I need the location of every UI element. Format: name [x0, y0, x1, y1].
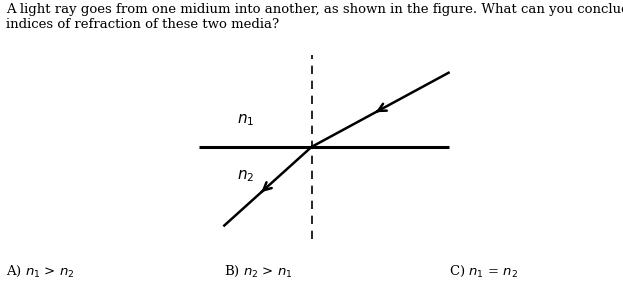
- Text: A) $n_1$ > $n_2$: A) $n_1$ > $n_2$: [6, 264, 75, 279]
- Text: $n_1$: $n_1$: [237, 112, 255, 127]
- Text: A light ray goes from one midium into another, as shown in the figure. What can : A light ray goes from one midium into an…: [6, 3, 623, 31]
- Text: C) $n_1$ = $n_2$: C) $n_1$ = $n_2$: [449, 264, 518, 279]
- Text: B) $n_2$ > $n_1$: B) $n_2$ > $n_1$: [224, 264, 293, 279]
- Text: $n_2$: $n_2$: [237, 168, 255, 184]
